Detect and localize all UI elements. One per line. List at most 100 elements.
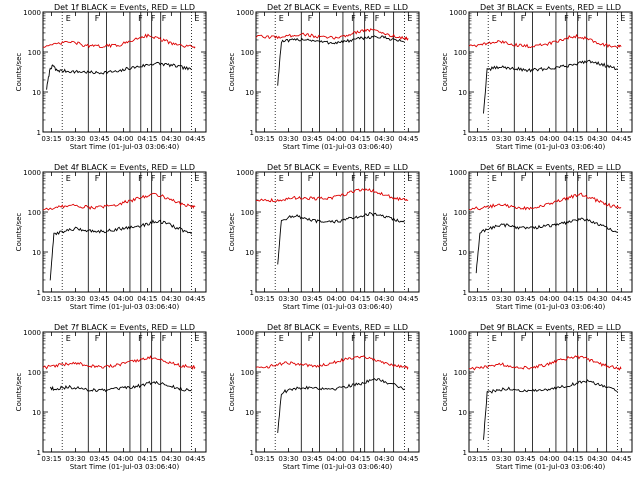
x-tick-label: 04:15 xyxy=(563,295,583,303)
y-tick-label: 1000 xyxy=(236,169,254,177)
x-tick-label: 04:00 xyxy=(113,135,133,143)
lld-series-line xyxy=(255,355,409,370)
x-tick-label: 04:30 xyxy=(587,295,607,303)
interval-flag: F xyxy=(151,334,156,343)
x-tick-label: 03:45 xyxy=(302,295,322,303)
events-series-line xyxy=(277,35,405,86)
x-tick-label: 03:15 xyxy=(254,135,274,143)
x-tick-label: 04:00 xyxy=(113,295,133,303)
x-tick-label: 04:30 xyxy=(374,455,394,463)
interval-flag: F xyxy=(375,174,380,183)
interval-flag: F xyxy=(308,174,313,183)
y-tick-label: 1 xyxy=(37,289,41,297)
y-tick-label: 1 xyxy=(463,289,467,297)
panel-det-9: Det 9f BLACK = Events, RED = LLD 1 10 100 10… xyxy=(441,323,633,471)
x-tick-label: 03:30 xyxy=(65,295,85,303)
interval-flag: E xyxy=(279,334,284,343)
interval-flag: F xyxy=(162,334,167,343)
x-tick-label: 03:15 xyxy=(467,455,487,463)
events-series-line xyxy=(277,378,405,433)
interval-flag: E xyxy=(66,334,71,343)
x-tick-label: 04:15 xyxy=(350,455,370,463)
x-tick-label: 04:45 xyxy=(398,135,418,143)
x-tick-label: 04:15 xyxy=(563,455,583,463)
interval-flag: F xyxy=(351,174,356,183)
panel-title: Det 9f BLACK = Events, RED = LLD xyxy=(480,323,621,332)
x-tick-label: 03:30 xyxy=(491,295,511,303)
x-tick-label: 04:45 xyxy=(611,135,631,143)
plot-frame xyxy=(468,171,633,293)
x-tick-label: 04:00 xyxy=(539,135,559,143)
interval-flag: F xyxy=(151,14,156,23)
x-tick-label: 04:00 xyxy=(326,455,346,463)
interval-flag: F xyxy=(308,334,313,343)
plot-frame xyxy=(255,171,420,293)
y-tick-label: 1 xyxy=(37,129,41,137)
panel-title: Det 1f BLACK = Events, RED = LLD xyxy=(54,3,195,12)
y-tick-label: 1000 xyxy=(236,9,254,17)
x-tick-label: 03:30 xyxy=(65,455,85,463)
y-tick-label: 100 xyxy=(28,49,41,57)
x-tick-label: 04:00 xyxy=(326,295,346,303)
lld-series-line xyxy=(42,192,196,211)
x-axis-label: Start Time (01-Jul-03 03:06:40) xyxy=(496,463,606,471)
y-tick-label: 100 xyxy=(28,209,41,217)
x-tick-label: 03:15 xyxy=(467,135,487,143)
y-tick-label: 10 xyxy=(245,409,254,417)
y-tick-label: 100 xyxy=(28,369,41,377)
y-tick-label: 100 xyxy=(454,369,467,377)
x-tick-label: 03:45 xyxy=(515,135,535,143)
x-tick-label: 04:15 xyxy=(563,135,583,143)
x-tick-label: 03:30 xyxy=(65,135,85,143)
x-tick-label: 04:30 xyxy=(374,295,394,303)
x-tick-label: 03:30 xyxy=(278,455,298,463)
x-tick-label: 04:00 xyxy=(539,295,559,303)
y-tick-label: 1000 xyxy=(236,329,254,337)
y-tick-label: 1 xyxy=(250,449,254,457)
events-series-line xyxy=(483,59,618,114)
panel-title: Det 6f BLACK = Events, RED = LLD xyxy=(480,163,621,172)
x-tick-label: 03:15 xyxy=(41,455,61,463)
plot-frame xyxy=(42,331,207,453)
x-tick-label: 04:30 xyxy=(161,455,181,463)
interval-flag: E xyxy=(620,174,625,183)
interval-flag: E xyxy=(407,334,412,343)
x-tick-label: 03:45 xyxy=(302,455,322,463)
x-tick-label: 03:30 xyxy=(491,455,511,463)
interval-flag: F xyxy=(521,14,526,23)
y-tick-label: 10 xyxy=(458,249,467,257)
x-tick-label: 04:30 xyxy=(374,135,394,143)
interval-flag: F xyxy=(351,14,356,23)
y-tick-label: 100 xyxy=(454,49,467,57)
x-tick-label: 04:45 xyxy=(185,455,205,463)
interval-flag: F xyxy=(588,14,593,23)
y-axis-label: Counts/sec xyxy=(228,213,236,252)
y-axis-label: Counts/sec xyxy=(441,53,449,92)
plot-frame xyxy=(42,171,207,293)
y-tick-label: 1000 xyxy=(23,169,41,177)
interval-flag: E xyxy=(194,174,199,183)
x-tick-label: 04:45 xyxy=(611,455,631,463)
lld-series-line xyxy=(468,33,622,49)
interval-flag: E xyxy=(407,14,412,23)
plot-frame xyxy=(255,331,420,453)
events-series-line xyxy=(49,380,192,393)
x-tick-label: 04:30 xyxy=(587,135,607,143)
interval-flag: F xyxy=(521,334,526,343)
x-axis-label: Start Time (01-Jul-03 03:06:40) xyxy=(283,143,393,151)
interval-flag: F xyxy=(151,174,156,183)
plot-frame xyxy=(42,11,207,133)
y-axis-label: Counts/sec xyxy=(228,53,236,92)
interval-flag: F xyxy=(138,334,143,343)
interval-flag: F xyxy=(577,174,582,183)
panel-det-8: Det 8f BLACK = Events, RED = LLD 1 10 100 10… xyxy=(228,323,420,471)
y-tick-label: 10 xyxy=(245,89,254,97)
y-tick-label: 1000 xyxy=(449,9,467,17)
x-tick-label: 04:45 xyxy=(185,135,205,143)
panel-title: Det 2f BLACK = Events, RED = LLD xyxy=(267,3,408,12)
panel-det-3: Det 3f BLACK = Events, RED = LLD 1 10 100 10… xyxy=(441,3,633,151)
x-axis-label: Start Time (01-Jul-03 03:06:40) xyxy=(70,303,180,311)
interval-flag: E xyxy=(492,334,497,343)
panel-det-7: Det 7f BLACK = Events, RED = LLD 1 10 100 10… xyxy=(15,323,207,471)
lld-series-line xyxy=(255,188,409,203)
